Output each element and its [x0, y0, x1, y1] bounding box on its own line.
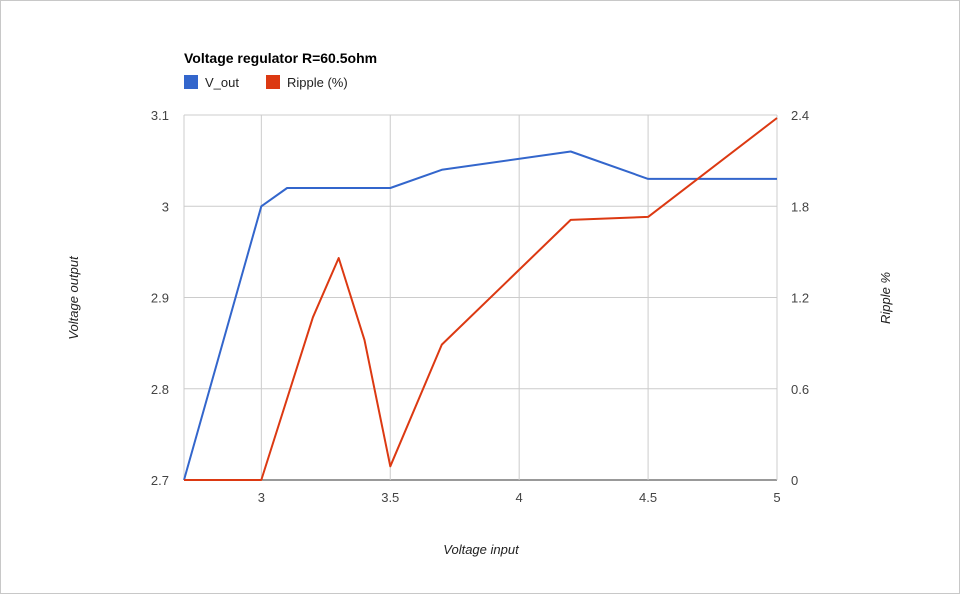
- legend-label-vout: V_out: [205, 75, 239, 90]
- y2-tick-label: 0: [791, 473, 798, 488]
- y-tick-label: 3.1: [151, 108, 169, 123]
- tick-labels: 3.1 3 2.9 2.8 2.7 2.4 1.8 1.2 0.6 0 3 3.5 4 4.5 5: [151, 108, 809, 505]
- y-tick-label: 2.9: [151, 291, 169, 306]
- chart-title: Voltage regulator R=60.5ohm: [184, 50, 377, 66]
- legend: V_out Ripple (%): [184, 75, 348, 90]
- x-tick-label: 4.5: [639, 490, 657, 505]
- y-axis-title: Voltage output: [66, 255, 81, 340]
- series-lines: [183, 117, 778, 481]
- x-tick-label: 3: [258, 490, 265, 505]
- x-tick-label: 3.5: [381, 490, 399, 505]
- legend-swatch-vout: [184, 75, 198, 89]
- y2-tick-label: 1.8: [791, 199, 809, 214]
- y2-tick-label: 2.4: [791, 108, 809, 123]
- y-tick-label: 3: [162, 199, 169, 214]
- legend-label-ripple: Ripple (%): [287, 75, 348, 90]
- y-tick-label: 2.7: [151, 473, 169, 488]
- gridlines: [183, 114, 778, 481]
- x-axis-title: Voltage input: [443, 542, 520, 557]
- x-tick-label: 4: [516, 490, 523, 505]
- y2-tick-label: 0.6: [791, 382, 809, 397]
- legend-swatch-ripple: [266, 75, 280, 89]
- x-tick-label: 5: [773, 490, 780, 505]
- series-line-vout: [183, 150, 777, 481]
- series-line-ripple: [184, 117, 778, 481]
- y-tick-label: 2.8: [151, 382, 169, 397]
- y2-tick-label: 1.2: [791, 291, 809, 306]
- y2-axis-title: Ripple %: [878, 272, 893, 324]
